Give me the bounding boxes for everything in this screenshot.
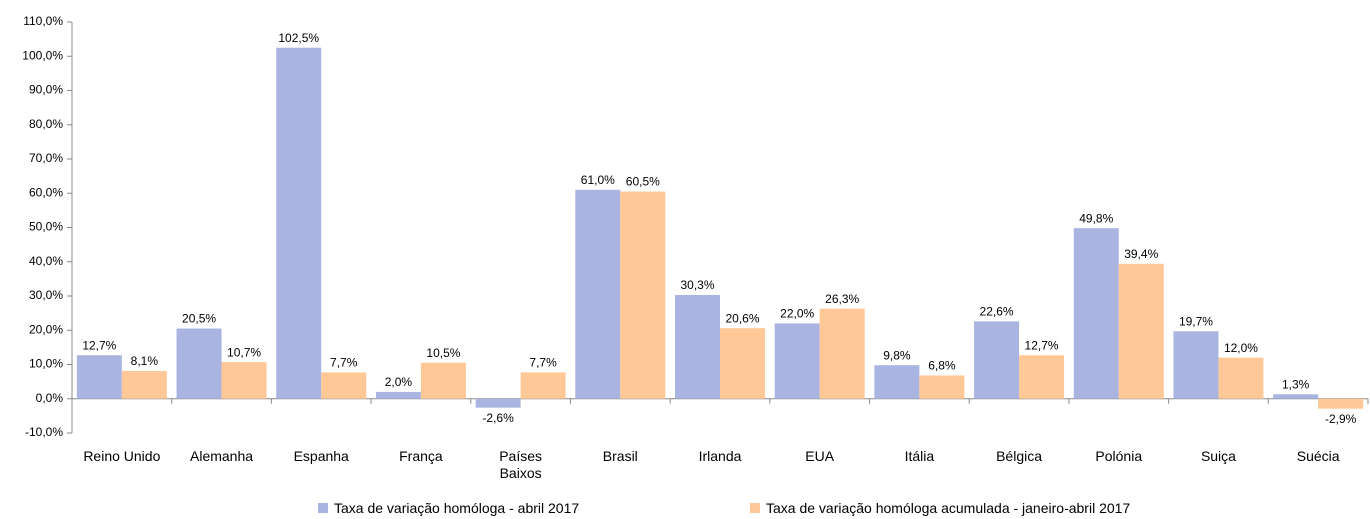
- bar: [420, 362, 466, 399]
- y-tick-label: 20,0%: [29, 322, 63, 336]
- legend-label: Taxa de variação homóloga acumulada - ja…: [766, 500, 1131, 516]
- bar: [375, 391, 421, 399]
- bar: [1019, 355, 1065, 399]
- bar: [321, 372, 367, 399]
- value-label: 19,7%: [1179, 314, 1213, 328]
- bar: [1318, 398, 1364, 409]
- value-label: 61,0%: [581, 173, 615, 187]
- value-label: 7,7%: [529, 356, 557, 370]
- value-label: 10,5%: [426, 346, 460, 360]
- value-label: 9,8%: [883, 348, 911, 362]
- bar: [121, 371, 167, 399]
- value-label: 102,5%: [278, 31, 319, 45]
- bar: [774, 323, 820, 399]
- bar: [475, 398, 521, 408]
- value-label: 12,7%: [82, 338, 116, 352]
- y-tick-label: 90,0%: [29, 83, 63, 97]
- bar: [520, 372, 566, 399]
- y-tick-label: -10,0%: [25, 425, 63, 439]
- bar: [1273, 394, 1319, 399]
- x-tick-label: Países Baixos: [499, 448, 543, 481]
- y-tick-label: 100,0%: [22, 48, 63, 62]
- bar: [874, 365, 920, 399]
- value-label: 39,4%: [1124, 247, 1158, 261]
- value-label: 49,8%: [1079, 211, 1113, 225]
- value-label: 22,0%: [780, 307, 814, 321]
- value-label: 2,0%: [385, 375, 413, 389]
- x-tick-label: Brasil: [602, 448, 638, 464]
- legend-item: Taxa de variação homóloga acumulada - ja…: [750, 500, 1130, 516]
- value-label: -2,6%: [482, 411, 514, 425]
- y-tick-label: 40,0%: [29, 254, 63, 268]
- value-label: 6,8%: [928, 359, 956, 373]
- value-label: 10,7%: [227, 345, 261, 359]
- x-tick-label: Suécia: [1296, 448, 1340, 464]
- bar: [575, 189, 621, 399]
- x-tick-label: Reino Unido: [83, 448, 161, 464]
- bar: [76, 355, 122, 399]
- x-tick-label: EUA: [805, 448, 835, 464]
- y-tick-label: 0,0%: [36, 391, 64, 405]
- x-tick-label: Espanha: [293, 448, 349, 464]
- y-tick-label: 60,0%: [29, 185, 63, 199]
- bar: [1073, 228, 1119, 399]
- value-label: 30,3%: [680, 278, 714, 292]
- value-label: 8,1%: [131, 354, 159, 368]
- y-tick-label: 10,0%: [29, 357, 63, 371]
- x-tick-label: Bélgica: [996, 448, 1043, 464]
- x-tick-label: Irlanda: [698, 448, 742, 464]
- bar: [1173, 331, 1219, 399]
- bar: [276, 47, 322, 399]
- legend-label: Taxa de variação homóloga - abril 2017: [334, 500, 580, 516]
- y-tick-label: 80,0%: [29, 117, 63, 131]
- x-tick-label: Itália: [904, 448, 935, 464]
- legend-swatch: [750, 503, 760, 513]
- x-tick-label: Suiça: [1200, 448, 1236, 464]
- bar: [620, 191, 666, 399]
- bar: [176, 328, 222, 399]
- value-label: 12,7%: [1025, 338, 1059, 352]
- bar: [919, 375, 965, 399]
- bar: [720, 328, 765, 399]
- bar: [221, 362, 267, 399]
- bar: [1118, 263, 1164, 399]
- value-label: 22,6%: [980, 305, 1014, 319]
- y-tick-label: 110,0%: [23, 14, 63, 28]
- y-tick-label: 70,0%: [29, 151, 63, 165]
- bar: [819, 308, 865, 399]
- x-tick-label: Alemanha: [190, 448, 254, 464]
- y-tick-label: 30,0%: [29, 288, 63, 302]
- bar: [974, 321, 1020, 399]
- value-label: 60,5%: [626, 175, 660, 189]
- bar: [1218, 357, 1264, 399]
- legend-swatch: [318, 503, 328, 513]
- value-label: 1,3%: [1282, 377, 1310, 391]
- value-label: 7,7%: [330, 356, 358, 370]
- value-label: 20,5%: [182, 312, 216, 326]
- value-label: 12,0%: [1224, 341, 1258, 355]
- legend-item: Taxa de variação homóloga - abril 2017: [318, 500, 579, 516]
- x-tick-label: França: [399, 448, 443, 464]
- x-tick-label: Polónia: [1095, 448, 1143, 464]
- bar: [675, 294, 720, 399]
- value-label: 20,6%: [725, 311, 759, 325]
- value-label: 26,3%: [825, 292, 859, 306]
- y-tick-label: 50,0%: [29, 220, 63, 234]
- value-label: -2,9%: [1325, 412, 1357, 426]
